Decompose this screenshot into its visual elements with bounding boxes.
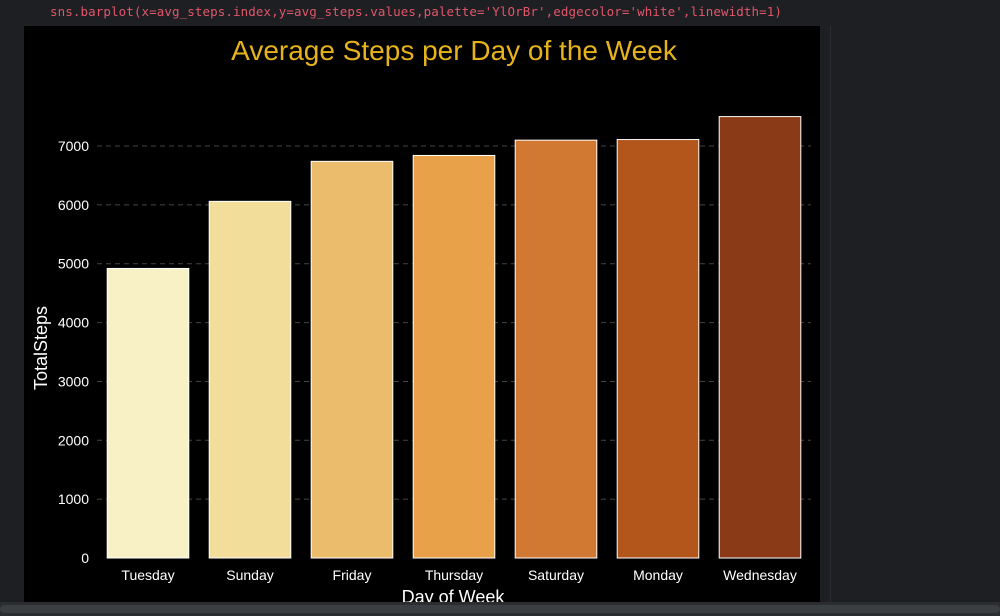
y-tick-label: 5000 (58, 256, 89, 272)
y-axis-label: TotalSteps (31, 306, 51, 390)
x-tick-label: Thursday (425, 567, 483, 583)
bar-chart: 0 1000 2000 3000 4000 5000 6000 7000 Tuesday Sun… (31, 35, 811, 602)
bar-monday (616, 139, 700, 559)
scrollbar-thumb[interactable] (0, 605, 1000, 613)
x-tick-label: Tuesday (121, 567, 174, 583)
y-tick-label: 4000 (58, 315, 89, 331)
x-tick-label: Friday (333, 567, 372, 583)
y-tick-label: 3000 (58, 373, 89, 389)
notebook-gutter (830, 26, 1000, 602)
x-tick-label: Sunday (226, 567, 273, 583)
bar-sunday (208, 200, 292, 559)
x-tick-label: Monday (633, 567, 683, 583)
y-tick-label: 7000 (58, 138, 89, 154)
y-tick-label: 1000 (58, 491, 89, 507)
x-tick-label: Saturday (528, 567, 584, 583)
code-line: sns.barplot(x=avg_steps.index,y=avg_step… (50, 4, 783, 19)
y-tick-label: 6000 (58, 197, 89, 213)
horizontal-scrollbar[interactable] (0, 602, 1000, 616)
bars (106, 116, 802, 559)
code-cell[interactable]: sns.barplot(x=avg_steps.index,y=avg_step… (0, 0, 1000, 26)
bar-wednesday (718, 116, 802, 559)
bar-saturday (514, 139, 598, 559)
bar-thursday (412, 154, 496, 559)
x-axis-label: Day of Week (402, 587, 506, 602)
y-tick-label: 2000 (58, 432, 89, 448)
y-tick-label: 0 (81, 550, 89, 566)
bar-friday (310, 160, 394, 559)
chart-figure: 0 1000 2000 3000 4000 5000 6000 7000 Tuesday Sun… (24, 26, 820, 602)
x-tick-label: Wednesday (723, 567, 797, 583)
y-tick-labels: 0 1000 2000 3000 4000 5000 6000 7000 (58, 138, 89, 566)
bar-tuesday (106, 267, 190, 559)
chart-title: Average Steps per Day of the Week (231, 35, 678, 66)
x-tick-labels: Tuesday Sunday Friday Thursday Saturday Monda… (121, 567, 796, 583)
